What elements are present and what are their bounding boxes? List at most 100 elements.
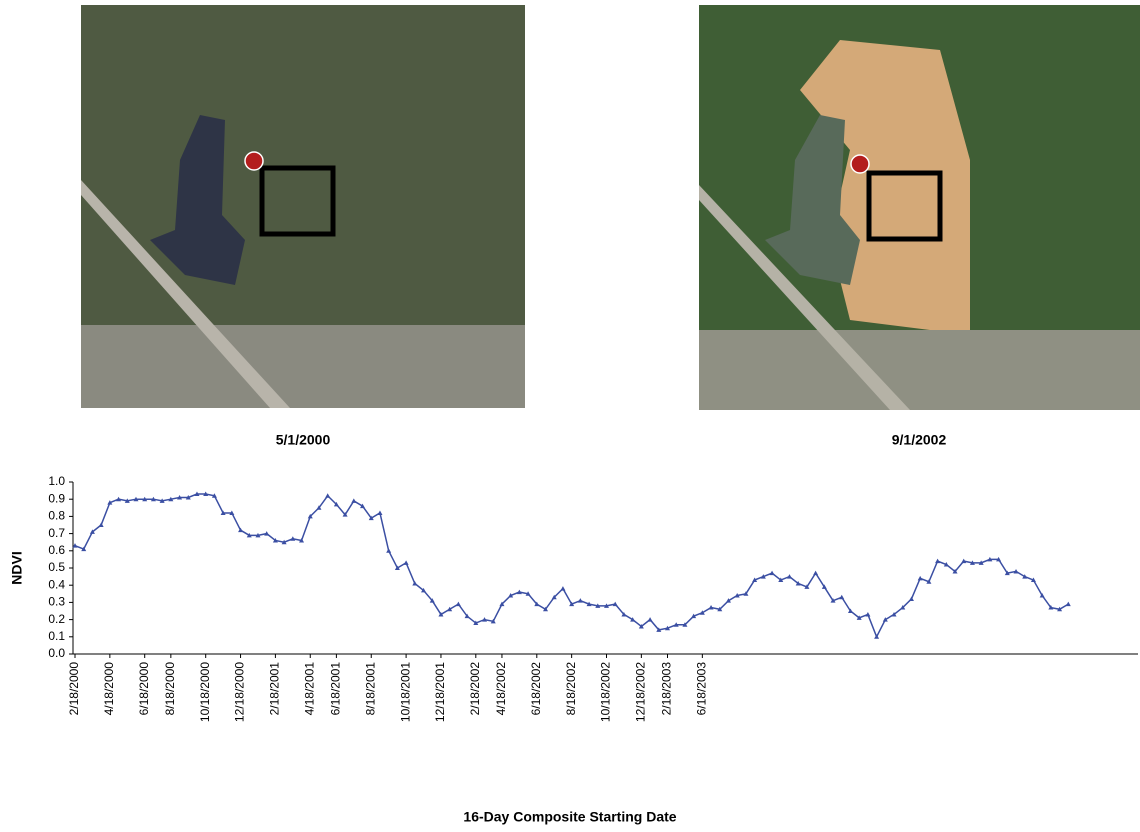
point-marker bbox=[996, 556, 1002, 562]
point-marker bbox=[935, 558, 941, 564]
point-marker bbox=[1022, 574, 1028, 579]
point-marker bbox=[333, 501, 339, 507]
point-marker bbox=[325, 493, 331, 498]
point-marker bbox=[211, 493, 217, 498]
y-tick-label: 0.2 bbox=[48, 612, 65, 626]
point-marker bbox=[482, 617, 488, 622]
x-tick-label: 4/18/2000 bbox=[102, 662, 116, 716]
x-tick-label: 12/18/2002 bbox=[634, 662, 648, 722]
point-marker bbox=[612, 601, 618, 607]
study-box bbox=[259, 165, 336, 237]
point-marker bbox=[133, 496, 139, 502]
point-marker bbox=[1057, 606, 1063, 612]
point-marker bbox=[778, 577, 784, 583]
point-marker bbox=[560, 586, 566, 591]
x-tick-label: 8/18/2002 bbox=[564, 662, 578, 716]
y-tick-label: 0.4 bbox=[48, 577, 65, 591]
point-marker bbox=[81, 546, 87, 552]
y-tick-label: 0.8 bbox=[48, 509, 65, 523]
point-marker bbox=[647, 617, 653, 622]
y-tick-label: 0.3 bbox=[48, 595, 65, 609]
point-marker bbox=[89, 529, 95, 534]
point-marker bbox=[168, 496, 174, 502]
developed-area bbox=[81, 325, 525, 408]
point-marker bbox=[107, 500, 113, 505]
y-tick-label: 0.1 bbox=[48, 629, 65, 643]
point-marker bbox=[377, 510, 383, 515]
point-marker bbox=[534, 601, 540, 607]
point-marker bbox=[752, 577, 758, 583]
x-tick-label: 2/18/2002 bbox=[468, 662, 482, 716]
point-marker bbox=[238, 527, 244, 533]
image-caption: 5/1/2000 bbox=[276, 432, 331, 448]
point-marker bbox=[543, 606, 549, 612]
point-marker bbox=[795, 580, 801, 586]
point-marker bbox=[360, 503, 366, 509]
point-marker bbox=[142, 496, 148, 502]
point-marker bbox=[307, 513, 313, 519]
point-marker bbox=[98, 522, 104, 527]
point-marker bbox=[865, 611, 871, 617]
point-marker bbox=[525, 591, 531, 596]
point-marker bbox=[691, 613, 697, 619]
location-marker bbox=[850, 154, 870, 174]
point-marker bbox=[229, 510, 235, 515]
point-marker bbox=[421, 587, 427, 593]
point-marker bbox=[1030, 577, 1036, 583]
point-marker bbox=[255, 532, 261, 538]
point-marker bbox=[743, 591, 749, 596]
point-marker bbox=[952, 568, 958, 574]
point-marker bbox=[891, 611, 897, 617]
x-tick-label: 8/18/2001 bbox=[363, 662, 377, 716]
point-marker bbox=[630, 617, 636, 622]
point-marker bbox=[1065, 601, 1071, 607]
point-marker bbox=[882, 617, 888, 622]
point-marker bbox=[1013, 568, 1019, 574]
y-tick-label: 1.0 bbox=[48, 474, 65, 488]
x-tick-label: 10/18/2001 bbox=[398, 662, 412, 722]
study-box bbox=[866, 170, 943, 242]
image-caption: 9/1/2002 bbox=[892, 432, 947, 448]
x-tick-label: 6/18/2000 bbox=[137, 662, 151, 716]
y-tick-label: 0.5 bbox=[48, 560, 65, 574]
x-tick-label: 12/18/2001 bbox=[433, 662, 447, 722]
x-tick-label: 2/18/2003 bbox=[660, 662, 674, 716]
point-marker bbox=[656, 627, 662, 632]
point-marker bbox=[185, 494, 191, 500]
point-marker bbox=[813, 570, 819, 576]
point-marker bbox=[299, 537, 305, 543]
point-marker bbox=[926, 579, 932, 584]
point-marker bbox=[673, 622, 679, 627]
point-marker bbox=[516, 589, 522, 595]
x-tick-label: 4/18/2002 bbox=[494, 662, 508, 716]
point-marker bbox=[342, 512, 348, 517]
point-marker bbox=[874, 634, 880, 639]
y-tick-label: 0.0 bbox=[48, 646, 65, 660]
point-marker bbox=[412, 580, 418, 586]
point-marker bbox=[551, 594, 557, 600]
point-marker bbox=[246, 532, 252, 538]
point-marker bbox=[969, 560, 975, 565]
point-marker bbox=[159, 498, 165, 503]
y-tick-label: 0.9 bbox=[48, 491, 65, 505]
point-marker bbox=[577, 598, 583, 603]
point-marker bbox=[760, 574, 766, 579]
aerial-image-2000 bbox=[81, 5, 525, 408]
point-marker bbox=[856, 615, 862, 620]
point-marker bbox=[978, 560, 984, 565]
point-marker bbox=[621, 611, 627, 617]
x-tick-label: 6/18/2002 bbox=[529, 662, 543, 716]
point-marker bbox=[72, 543, 78, 548]
point-marker bbox=[351, 498, 357, 503]
road bbox=[81, 180, 290, 408]
x-tick-label: 10/18/2002 bbox=[599, 662, 613, 722]
x-tick-label: 12/18/2000 bbox=[233, 662, 247, 722]
point-marker bbox=[438, 611, 444, 617]
point-marker bbox=[847, 608, 853, 613]
point-marker bbox=[917, 575, 923, 581]
point-marker bbox=[177, 494, 183, 500]
point-marker bbox=[490, 618, 496, 624]
point-marker bbox=[821, 584, 827, 589]
x-axis-title: 16-Day Composite Starting Date bbox=[463, 809, 676, 825]
point-marker bbox=[987, 556, 993, 562]
